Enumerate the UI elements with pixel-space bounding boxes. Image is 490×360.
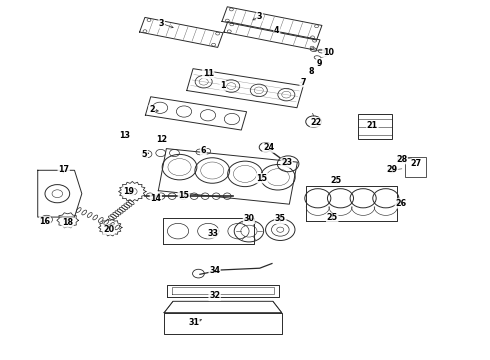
Text: 27: 27: [410, 159, 421, 168]
Text: 6: 6: [200, 146, 206, 155]
Text: 28: 28: [396, 154, 407, 163]
Circle shape: [230, 23, 234, 26]
Circle shape: [147, 19, 151, 22]
Text: 21: 21: [367, 122, 378, 130]
Text: 4: 4: [274, 26, 280, 35]
Circle shape: [143, 30, 147, 33]
Text: 1: 1: [220, 81, 226, 90]
Text: 3: 3: [159, 19, 165, 28]
Text: 25: 25: [330, 176, 341, 185]
Text: 12: 12: [156, 135, 167, 144]
Text: 29: 29: [387, 165, 397, 174]
Text: 17: 17: [58, 165, 69, 174]
Text: 10: 10: [323, 48, 334, 57]
Text: 2: 2: [149, 105, 155, 114]
Text: 25: 25: [327, 213, 338, 222]
Text: 15: 15: [178, 191, 189, 199]
Circle shape: [315, 25, 318, 28]
Text: 7: 7: [300, 77, 306, 86]
Circle shape: [225, 19, 229, 22]
Text: 18: 18: [62, 218, 73, 227]
Text: 19: 19: [123, 187, 134, 196]
Polygon shape: [57, 213, 78, 228]
Polygon shape: [98, 219, 122, 236]
Text: 30: 30: [244, 214, 254, 223]
Text: 3: 3: [257, 12, 263, 21]
Text: 34: 34: [209, 266, 220, 275]
Text: 23: 23: [281, 158, 292, 167]
Circle shape: [227, 30, 231, 33]
Text: 35: 35: [275, 214, 286, 223]
Bar: [405, 157, 426, 177]
Circle shape: [216, 32, 220, 35]
Text: 8: 8: [308, 68, 314, 77]
Text: 16: 16: [40, 217, 50, 226]
Text: 14: 14: [150, 194, 161, 203]
Text: 20: 20: [103, 225, 114, 234]
Circle shape: [313, 39, 317, 42]
Text: 13: 13: [120, 130, 130, 139]
Text: 26: 26: [395, 199, 406, 208]
Polygon shape: [119, 181, 146, 202]
Text: 15: 15: [257, 174, 268, 183]
Text: 11: 11: [203, 69, 214, 78]
Circle shape: [229, 8, 233, 11]
Text: 33: 33: [208, 229, 219, 238]
Text: 31: 31: [188, 318, 199, 327]
Text: 9: 9: [317, 58, 322, 68]
Circle shape: [311, 36, 315, 39]
Circle shape: [212, 43, 216, 46]
Text: 22: 22: [311, 118, 321, 127]
Bar: [358, 114, 392, 139]
Text: 5: 5: [142, 150, 147, 158]
Text: 24: 24: [263, 143, 274, 152]
Circle shape: [310, 46, 314, 49]
Text: 32: 32: [209, 292, 220, 300]
